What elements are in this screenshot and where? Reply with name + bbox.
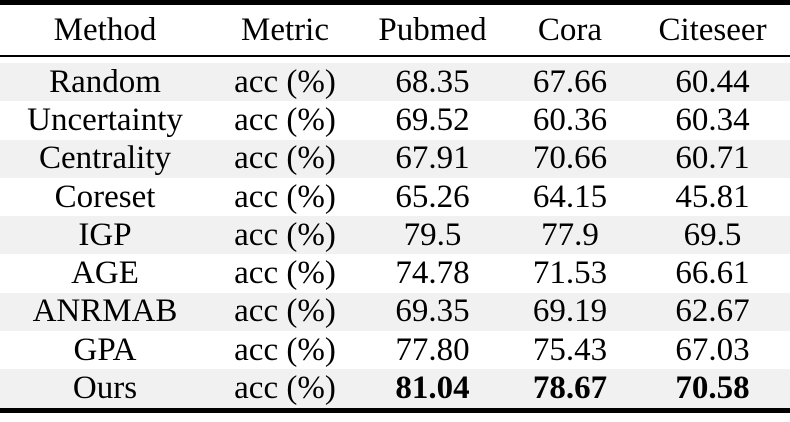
cell-method: Uncertainty xyxy=(27,101,183,138)
cell-citeseer: 60.44 xyxy=(675,63,750,100)
cell-metric: acc (%) xyxy=(234,255,336,292)
cell-citeseer: 60.34 xyxy=(675,101,750,138)
results-table: Method Metric Pubmed Cora Citeseer Rando… xyxy=(0,0,790,413)
cell-citeseer: 70.58 xyxy=(675,370,750,407)
cell-metric: acc (%) xyxy=(234,101,336,138)
cell-method: Random xyxy=(49,63,161,100)
cell-citeseer: 67.03 xyxy=(675,331,750,368)
bottom-rule xyxy=(0,407,790,413)
cell-citeseer: 62.67 xyxy=(675,293,750,330)
header-gap xyxy=(0,57,790,63)
cell-method: AGE xyxy=(71,255,139,292)
cell-method: Centrality xyxy=(39,140,171,177)
cell-metric: acc (%) xyxy=(234,63,336,100)
cell-pubmed: 81.04 xyxy=(395,370,470,407)
cell-cora: 71.53 xyxy=(532,255,608,292)
cell-citeseer: 66.61 xyxy=(675,255,750,292)
column-header-method: Method xyxy=(53,11,157,48)
cell-metric: acc (%) xyxy=(234,178,336,215)
table-row-age: AGE acc (%) 74.78 71.53 66.61 xyxy=(0,254,790,292)
cell-method: GPA xyxy=(73,331,137,368)
cell-pubmed: 67.91 xyxy=(395,140,470,177)
column-header-metric: Metric xyxy=(241,11,329,48)
cell-metric: acc (%) xyxy=(234,216,336,253)
table-row-anrmab: ANRMAB acc (%) 69.35 69.19 62.67 xyxy=(0,292,790,332)
cell-metric: acc (%) xyxy=(234,293,336,330)
cell-citeseer: 69.5 xyxy=(683,216,742,253)
cell-cora: 77.9 xyxy=(541,216,599,253)
table-row-gpa: GPA acc (%) 77.80 75.43 67.03 xyxy=(0,331,790,369)
column-header-pubmed: Pubmed xyxy=(378,11,487,48)
table-row-coreset: Coreset acc (%) 65.26 64.15 45.81 xyxy=(0,178,790,216)
cell-pubmed: 74.78 xyxy=(395,255,470,292)
table-row-ours: Ours acc (%) 81.04 78.67 70.58 xyxy=(0,369,790,408)
cell-cora: 70.66 xyxy=(532,140,608,177)
cell-metric: acc (%) xyxy=(234,331,336,368)
cell-method: Ours xyxy=(72,370,138,407)
cell-citeseer: 45.81 xyxy=(675,178,750,215)
cell-cora: 78.67 xyxy=(532,370,608,407)
cell-citeseer: 60.71 xyxy=(675,140,750,177)
cell-method: IGP xyxy=(78,216,132,253)
top-rule xyxy=(0,0,790,5)
cell-pubmed: 69.52 xyxy=(395,101,470,138)
cell-pubmed: 79.5 xyxy=(403,216,462,253)
column-header-cora: Cora xyxy=(537,11,603,48)
header-row: Method Metric Pubmed Cora Citeseer xyxy=(0,5,790,55)
cell-metric: acc (%) xyxy=(234,370,336,407)
table-row-centrality: Centrality acc (%) 67.91 70.66 60.71 xyxy=(0,139,790,178)
table-row-random: Random acc (%) 68.35 67.66 60.44 xyxy=(0,63,790,102)
table-row-igp: IGP acc (%) 79.5 77.9 69.5 xyxy=(0,216,790,255)
cell-method: ANRMAB xyxy=(32,293,178,330)
column-header-citeseer: Citeseer xyxy=(658,11,767,48)
cell-cora: 75.43 xyxy=(532,331,608,368)
cell-cora: 69.19 xyxy=(532,293,608,330)
header-divider-rule xyxy=(0,55,790,57)
cell-pubmed: 69.35 xyxy=(395,293,470,330)
cell-pubmed: 65.26 xyxy=(395,178,470,215)
cell-cora: 67.66 xyxy=(532,63,608,100)
cell-cora: 60.36 xyxy=(532,101,608,138)
table-row-uncertainty: Uncertainty acc (%) 69.52 60.36 60.34 xyxy=(0,101,790,139)
cell-method: Coreset xyxy=(54,178,156,215)
cell-pubmed: 68.35 xyxy=(395,63,470,100)
cell-cora: 64.15 xyxy=(532,178,608,215)
cell-pubmed: 77.80 xyxy=(395,331,470,368)
cell-metric: acc (%) xyxy=(234,140,336,177)
